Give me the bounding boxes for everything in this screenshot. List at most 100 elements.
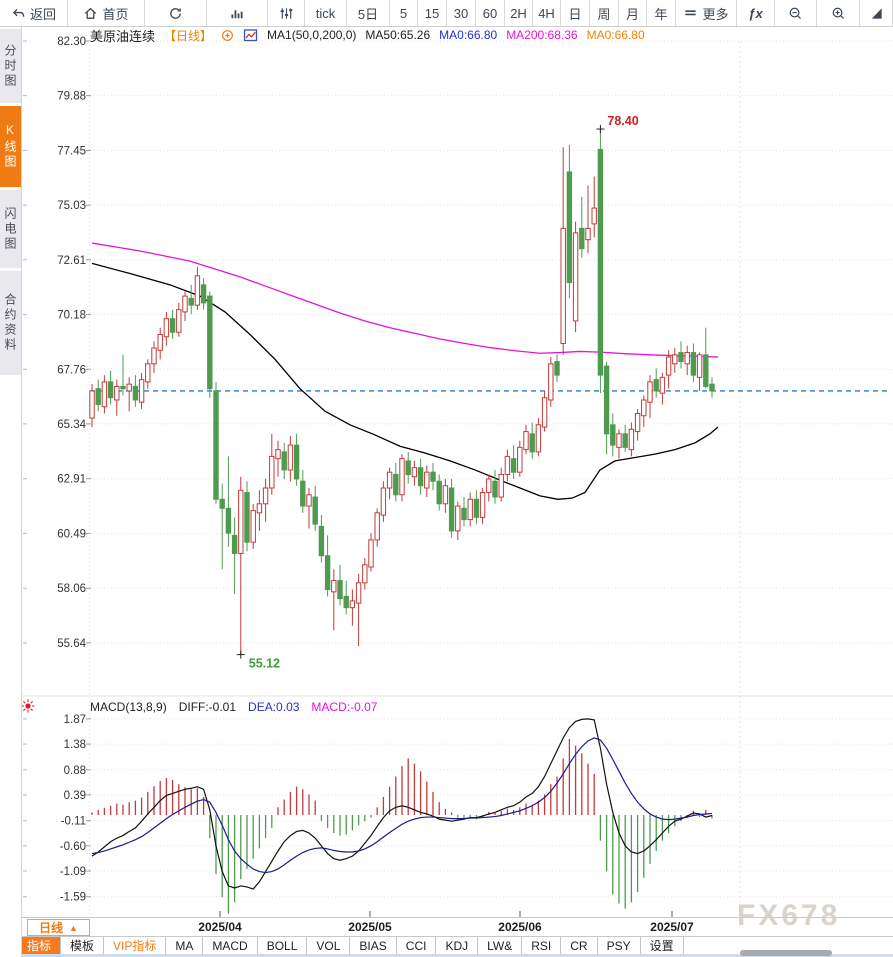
toolbar-button-refresh[interactable] — [145, 0, 207, 26]
toolbar-button-interval-30[interactable]: 30 — [447, 0, 476, 26]
tab-bias[interactable]: BIAS — [350, 937, 397, 957]
toolbar-button-interval-month[interactable]: 月 — [619, 0, 647, 26]
toolbar-button-label: 2H — [510, 5, 527, 21]
sidebar-item-time-chart[interactable]: 分时图 — [0, 29, 21, 103]
toolbar-button-label: 15 — [424, 5, 440, 21]
ma50-value: MA50:65.26 — [365, 28, 431, 42]
tab-template[interactable]: 模板 — [61, 937, 105, 957]
period-selector-button[interactable]: 日线 ▲ — [27, 919, 90, 936]
toolbar-button-label: 周 — [597, 6, 611, 22]
toolbar-button-label: 月 — [625, 6, 639, 22]
toolbar-button-label: 5 — [399, 5, 408, 21]
svg-text:-0.60: -0.60 — [60, 841, 86, 853]
tab-kdj[interactable]: KDJ — [436, 937, 479, 957]
symbol-name: 美原油连续 — [90, 28, 156, 44]
svg-text:79.88: 79.88 — [57, 91, 86, 103]
triangle-up-icon: ▲ — [69, 922, 78, 933]
toolbar-button-home[interactable]: 首页 — [68, 0, 145, 26]
sliders-icon — [279, 6, 294, 21]
bottom-strip — [0, 954, 893, 957]
svg-text:65.34: 65.34 — [57, 419, 86, 431]
toolbar-button-range-5d[interactable]: 5日 — [347, 0, 390, 26]
tab-cr[interactable]: CR — [561, 937, 598, 957]
macd-settings-label: MACD(13,8,9) — [90, 700, 167, 714]
macd-dea-value: DEA:0.03 — [248, 700, 300, 714]
svg-text:55.12: 55.12 — [249, 657, 280, 671]
toolbar-button-indicator-settings[interactable] — [268, 0, 305, 26]
toolbar-button-interval-year[interactable]: 年 — [647, 0, 676, 26]
home-icon — [83, 6, 98, 21]
refresh-icon — [168, 6, 183, 21]
tab-ma[interactable]: MA — [166, 937, 204, 957]
svg-text:70.18: 70.18 — [57, 310, 86, 322]
tab-boll[interactable]: BOLL — [258, 937, 308, 957]
toolbar-button-back[interactable]: 返回 — [0, 0, 68, 26]
top-toolbar: 返回 首页 tick 5日 5 15 30 60 2H 4H 日周月年 更多 ƒx — [0, 0, 893, 27]
back-arrow-icon — [11, 6, 26, 21]
brightness-icon[interactable] — [20, 698, 36, 714]
tab-settings[interactable]: 设置 — [641, 937, 684, 957]
svg-text:82.30: 82.30 — [57, 36, 86, 48]
toolbar-button-formula[interactable]: ƒx — [737, 0, 775, 26]
sidebar-item-lightning-chart[interactable]: 闪电图 — [0, 190, 21, 268]
toolbar-button-interval-day[interactable]: 日 — [561, 0, 590, 26]
draw-icon — [869, 6, 884, 21]
toolbar-button-label: 30 — [453, 5, 469, 21]
svg-text:72.61: 72.61 — [57, 255, 86, 267]
toolbar-button-label: 60 — [482, 5, 498, 21]
add-compare-icon[interactable] — [221, 29, 234, 42]
toolbar-button-interval-2h[interactable]: 2H — [505, 0, 533, 26]
sidebar-item-contract-info[interactable]: 合约资料 — [0, 271, 21, 375]
tab-vip-indicator[interactable]: VIP指标 — [104, 937, 167, 957]
watermark: FX678 — [737, 899, 841, 932]
zoom-in-icon — [831, 6, 846, 21]
svg-text:0.39: 0.39 — [64, 790, 86, 802]
svg-text:-1.59: -1.59 — [60, 892, 86, 904]
tab-cci[interactable]: CCI — [397, 937, 437, 957]
menu-icon — [683, 6, 698, 21]
svg-text:55.64: 55.64 — [57, 638, 86, 650]
macd-diff-value: DIFF:-0.01 — [178, 700, 237, 714]
tab-rsi[interactable]: RSI — [522, 937, 562, 957]
toolbar-button-zoom-out[interactable] — [775, 0, 817, 26]
svg-text:-1.09: -1.09 — [60, 866, 86, 878]
horizontal-scrollbar-thumb[interactable] — [740, 950, 832, 956]
toolbar-button-tick[interactable]: tick — [305, 0, 347, 26]
period-label[interactable]: 【日线】 — [164, 28, 213, 43]
toolbar-button-interval-5[interactable]: 5 — [390, 0, 418, 26]
tab-vol[interactable]: VOL — [307, 937, 351, 957]
toolbar-button-interval-60[interactable]: 60 — [476, 0, 505, 26]
toolbar-button-chart-type[interactable] — [207, 0, 268, 26]
period-selector-label: 日线 — [39, 921, 64, 935]
ma-settings-label: MA1(50,0,200,0) — [267, 28, 357, 42]
x-axis-date-label: 2025/04 — [198, 920, 242, 934]
toolbar-button-more[interactable]: 更多 — [676, 0, 737, 26]
toolbar-button-interval-15[interactable]: 15 — [418, 0, 447, 26]
toolbar-button-draw-tool[interactable] — [860, 0, 893, 26]
toolbar-button-zoom-in[interactable] — [817, 0, 860, 26]
tab-indicator[interactable]: 指标 — [18, 937, 62, 957]
x-axis-date-label: 2025/06 — [498, 920, 542, 934]
svg-text:67.76: 67.76 — [57, 364, 86, 376]
mini-chart-icon[interactable] — [243, 28, 258, 42]
left-sidebar: 分时图 K线图闪电图合约资料 — [0, 27, 22, 957]
sidebar-item-kline-chart[interactable]: K线图 — [0, 106, 21, 187]
analytics-icon — [230, 6, 245, 21]
svg-text:77.45: 77.45 — [57, 145, 86, 157]
svg-text:1.38: 1.38 — [64, 739, 86, 751]
toolbar-button-label: 年 — [654, 6, 668, 22]
toolbar-button-interval-week[interactable]: 周 — [590, 0, 619, 26]
ma0-blue-value: MA0:66.80 — [439, 28, 498, 42]
svg-text:-0.11: -0.11 — [61, 816, 86, 828]
macd-header: MACD(13,8,9) DIFF:-0.01 DEA:0.03 MACD:-0… — [90, 700, 377, 714]
toolbar-button-label: 更多 — [702, 6, 729, 22]
tab-psy[interactable]: PSY — [598, 937, 641, 957]
tab-macd[interactable]: MACD — [203, 937, 258, 957]
tab-lw[interactable]: LW& — [478, 937, 523, 957]
date-axis-row: 日线 ▲ 2025/04 2025/05 2025/06 2025/07 — [0, 917, 893, 937]
toolbar-button-interval-4h[interactable]: 4H — [533, 0, 561, 26]
svg-text:1.87: 1.87 — [64, 714, 86, 726]
svg-text:60.49: 60.49 — [57, 528, 86, 540]
